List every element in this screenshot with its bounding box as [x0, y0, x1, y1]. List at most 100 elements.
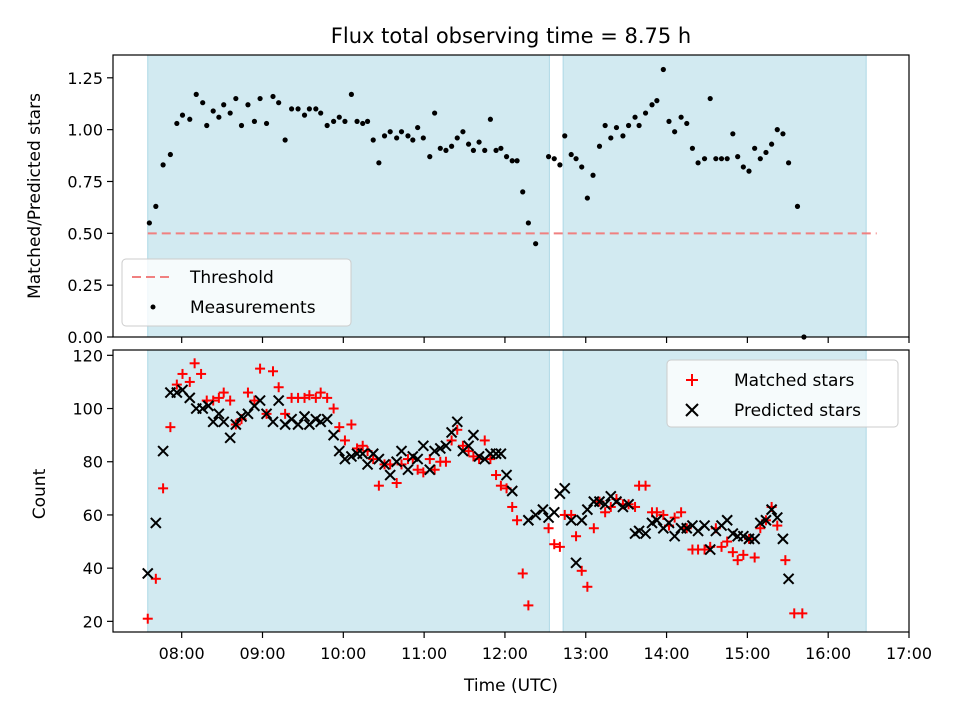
measurement-point	[509, 158, 515, 164]
predicted-star-point	[754, 517, 767, 529]
predicted-star-point	[267, 416, 279, 428]
measurement-point	[427, 154, 433, 160]
matched-star-point	[225, 395, 236, 406]
predicted-star-point	[272, 394, 285, 407]
predicted-star-point	[495, 448, 507, 460]
bottom-y-axis-label: Count	[30, 468, 50, 519]
measurement-point	[735, 154, 741, 160]
measurement-point	[780, 131, 786, 137]
predicted-star-point	[593, 495, 606, 508]
measurement-point	[354, 118, 360, 124]
observing-window-2	[562, 54, 867, 338]
predicted-star-point	[357, 448, 369, 460]
predicted-star-point	[242, 408, 254, 420]
matched-star-point	[208, 395, 219, 406]
predicted-star-point	[224, 432, 236, 444]
matched-star-point	[165, 422, 176, 433]
predicted-star-point	[576, 514, 588, 526]
matched-star-point	[738, 549, 749, 560]
matched-star-point	[463, 446, 474, 457]
matched-star-point	[171, 379, 182, 390]
matched-star-point	[576, 565, 587, 576]
count-panel: 20 40 60 80 100 120 08:00 09:00 10:00 11:00 12:00…	[30, 346, 932, 696]
predicted-star-point	[428, 445, 441, 457]
measurement-point	[398, 129, 405, 135]
matched-star-point	[368, 454, 379, 465]
measurement-point	[763, 149, 769, 156]
matched-star-point	[495, 480, 506, 491]
predicted-star-point	[213, 408, 225, 420]
matched-star-point	[346, 419, 357, 430]
x-tick-label: 12:00	[482, 644, 528, 663]
matched-star-point	[304, 390, 315, 401]
predicted-star-point	[622, 498, 635, 511]
predicted-star-point	[737, 530, 750, 542]
measurement-point	[257, 95, 263, 102]
measurement-point	[221, 102, 227, 108]
measurement-point	[160, 162, 166, 168]
measurement-point	[678, 114, 684, 120]
predicted-star-point	[462, 440, 475, 452]
top-axes-frame	[112, 54, 910, 338]
measurement-point	[672, 129, 678, 135]
measurement-point	[387, 129, 393, 135]
predicted-star-point	[548, 506, 560, 518]
y-tick-label: 0.75	[67, 172, 103, 191]
legend-matched-label: Matched stars	[734, 371, 854, 391]
predicted-star-point	[260, 408, 273, 420]
measurement-point	[342, 118, 348, 124]
predicted-star-point	[235, 410, 248, 423]
predicted-star-point	[559, 482, 571, 495]
predicted-star-point	[500, 469, 513, 481]
predicted-star-point	[230, 418, 242, 431]
predicted-star-point	[207, 416, 219, 428]
matched-star-point	[640, 480, 651, 491]
matched-star-point	[249, 395, 260, 406]
measurement-point	[216, 114, 222, 120]
x-tick-label: 13:00	[563, 644, 609, 663]
matched-star-point	[600, 507, 611, 518]
measurement-point	[187, 116, 193, 122]
matched-star-point	[184, 376, 195, 387]
matched-star-point	[727, 547, 738, 558]
legend-predicted-swatch	[685, 403, 699, 417]
predicted-star-point	[424, 464, 436, 476]
measurement-point	[470, 147, 477, 153]
measurement-point	[596, 143, 603, 149]
measurement-point	[649, 102, 655, 108]
measurement-point	[608, 135, 614, 141]
measurement-point	[545, 154, 552, 160]
predicted-star-point	[467, 429, 480, 441]
measurement-point	[642, 110, 649, 116]
predicted-star-point	[361, 458, 374, 471]
measurement-point	[551, 156, 557, 162]
y-tick-label: 60	[83, 506, 103, 525]
x-axis-label: Time (UTC)	[463, 676, 558, 696]
bottom-y-ticks: 20 40 60 80 100 120	[72, 346, 113, 631]
legend-measurements-swatch	[150, 304, 156, 310]
measurement-point	[465, 141, 472, 147]
matched-star-point	[523, 600, 534, 611]
matched-star-point	[780, 555, 791, 566]
measurement-point	[245, 102, 251, 108]
matched-star-point	[273, 382, 284, 393]
predicted-star-point	[292, 418, 304, 431]
matched-star-point	[412, 464, 423, 475]
predicted-star-point	[599, 498, 611, 511]
predicted-star-point	[663, 517, 675, 529]
predicted-star-point	[157, 445, 169, 457]
predicted-star-point	[765, 503, 778, 516]
measurement-point	[376, 160, 382, 166]
measurement-point	[493, 147, 499, 153]
measurement-point	[713, 156, 719, 162]
predicted-star-point	[384, 469, 396, 481]
matched-star-point	[588, 523, 599, 534]
measurement-point	[584, 195, 590, 201]
matched-star-point	[749, 552, 760, 563]
measurement-point	[210, 108, 216, 114]
predicted-star-point	[473, 450, 485, 463]
x-tick-label: 14:00	[644, 644, 690, 663]
predicted-star-point	[142, 567, 154, 580]
measurement-point	[324, 122, 330, 129]
measurement-point	[752, 145, 758, 151]
